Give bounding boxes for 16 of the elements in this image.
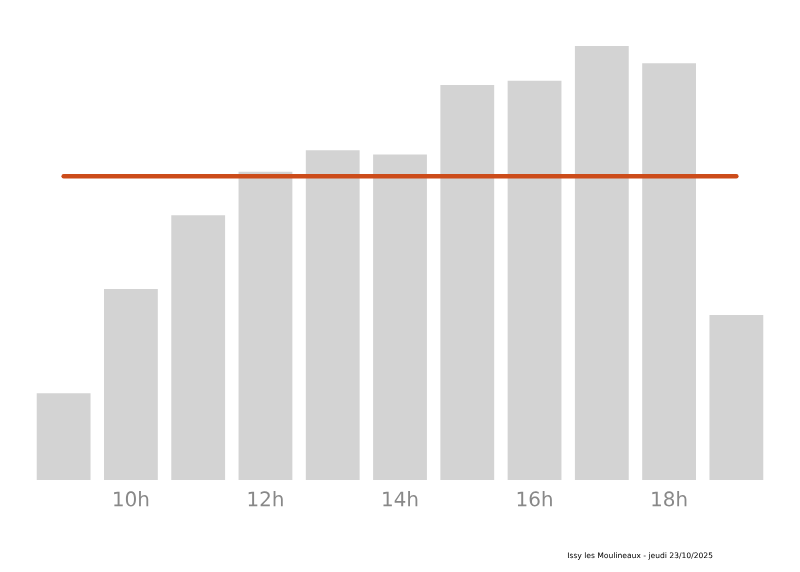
x-tick-label: 18h [652, 491, 687, 507]
bar [373, 154, 427, 480]
bar [305, 150, 360, 480]
bar [642, 63, 697, 480]
x-tick-label: 12h [248, 491, 283, 507]
bar [104, 289, 158, 480]
x-tick-label: 14h [383, 491, 418, 507]
bar [238, 171, 293, 480]
bar [440, 85, 495, 480]
bar [507, 80, 562, 480]
x-tick-label: 10h [114, 491, 149, 507]
bar [709, 315, 764, 480]
bar [36, 393, 91, 480]
bar [574, 45, 629, 480]
x-tick-label: 16h [517, 491, 552, 507]
bar [171, 215, 226, 480]
